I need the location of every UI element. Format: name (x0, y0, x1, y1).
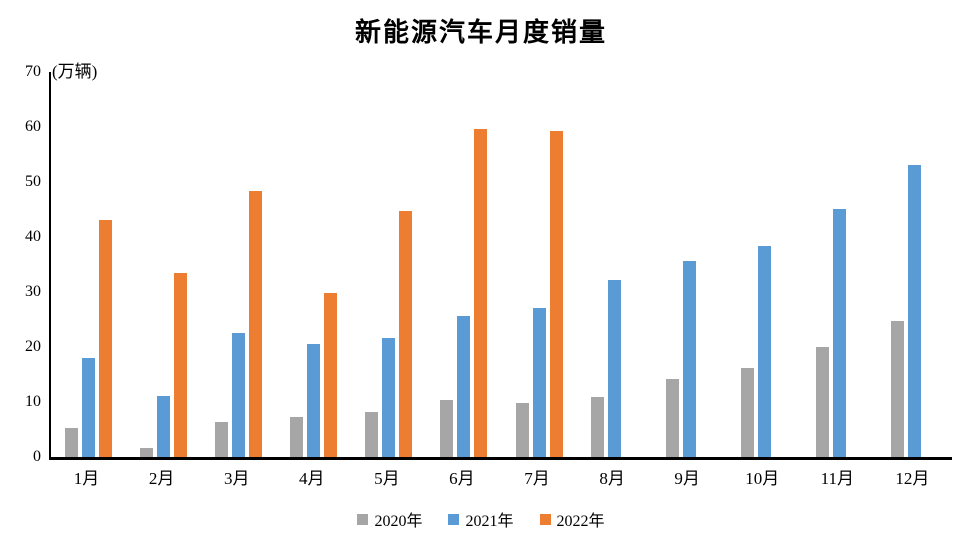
y-tick-label: 70 (25, 63, 41, 80)
bar-2020年-10月 (740, 368, 754, 457)
bar-2021年-7月 (532, 308, 546, 457)
bar-2020年-1月 (65, 428, 79, 457)
y-tick-label: 10 (25, 393, 41, 410)
bar-2021年-1月 (82, 358, 96, 457)
bar-2021年-11月 (832, 209, 846, 457)
bar-2021年-3月 (232, 333, 246, 457)
bar-group-7月 (501, 72, 576, 457)
bar-2020年-12月 (890, 321, 904, 457)
y-axis-unit-label: (万辆) (52, 62, 98, 81)
y-tick-label: 50 (25, 173, 41, 190)
x-axis-label: 12月 (895, 469, 930, 488)
x-axis-label: 8月 (599, 469, 625, 488)
bar-2020年-6月 (440, 400, 454, 457)
x-axis-label: 5月 (374, 469, 400, 488)
legend: 2020年 2021年 2022年 (0, 507, 962, 531)
y-tick-label: 30 (25, 283, 41, 300)
bar-group-2月 (126, 72, 201, 457)
y-tick-label: 40 (25, 228, 41, 245)
bar-2020年-3月 (215, 422, 229, 457)
bar-2022年-4月 (324, 293, 338, 457)
bar-2021年-4月 (307, 344, 321, 457)
bar-group-1月 (51, 72, 126, 457)
x-axis-label: 2月 (148, 469, 175, 488)
plot-area (49, 72, 952, 460)
bar-2021年-12月 (907, 165, 921, 457)
bar-group-4月 (276, 72, 351, 457)
bar-group-11月 (802, 72, 877, 457)
bar-2022年-6月 (474, 129, 488, 457)
x-axis-label: 3月 (223, 469, 250, 488)
x-axis-label: 11月 (820, 469, 854, 488)
bar-group-3月 (201, 72, 276, 457)
bar-2021年-8月 (607, 280, 621, 457)
legend-item-2021年: 2021年 (448, 507, 514, 531)
bar-2021年-10月 (757, 246, 771, 457)
bar-2020年-4月 (290, 417, 304, 457)
legend-swatch-icon (448, 513, 460, 525)
x-axis-label: 1月 (73, 469, 100, 488)
x-axis-labels: 1月 2月 3月 4月 5月 6月 7月 8月 9月 10月 11月 12月 (49, 464, 950, 489)
legend-swatch-icon (539, 513, 551, 525)
bar-2022年-3月 (249, 191, 263, 457)
y-tick-label: 60 (25, 118, 41, 135)
x-axis-label: 9月 (674, 469, 700, 488)
bar-2020年-11月 (815, 347, 829, 457)
bar-group-10月 (727, 72, 802, 457)
y-tick-label: 0 (33, 448, 41, 465)
legend-label: 2022年 (556, 513, 605, 530)
x-axis-label: 6月 (449, 469, 475, 488)
bar-group-12月 (877, 72, 952, 457)
bar-2021年-2月 (157, 396, 171, 457)
legend-swatch-icon (357, 513, 369, 525)
bar-group-5月 (351, 72, 426, 457)
legend-item-2020年: 2020年 (357, 507, 422, 531)
bar-group-8月 (577, 72, 652, 457)
bar-2022年-7月 (549, 131, 563, 457)
bar-group-6月 (426, 72, 501, 457)
legend-label: 2021年 (465, 513, 514, 530)
bar-2020年-5月 (365, 412, 379, 457)
x-axis-label: 4月 (299, 469, 325, 488)
bar-2021年-6月 (457, 316, 471, 457)
bar-2021年-9月 (682, 261, 696, 457)
bar-2022年-5月 (399, 211, 413, 457)
bar-2021年-5月 (382, 338, 396, 457)
bar-2020年-7月 (515, 403, 529, 457)
legend-label: 2020年 (374, 513, 423, 530)
legend-item-2022年: 2022年 (539, 507, 605, 531)
bar-2022年-1月 (99, 220, 113, 457)
x-axis-label: 10月 (745, 469, 780, 488)
bar-2020年-2月 (140, 448, 154, 457)
bar-2022年-2月 (174, 273, 188, 457)
bar-2020年-8月 (590, 397, 604, 457)
x-axis-label: 7月 (524, 469, 550, 488)
y-tick-label: 20 (25, 338, 41, 355)
chart-title: 新能源汽车月度销量 (354, 18, 607, 47)
bar-2020年-9月 (665, 379, 679, 457)
bar-group-9月 (652, 72, 727, 457)
